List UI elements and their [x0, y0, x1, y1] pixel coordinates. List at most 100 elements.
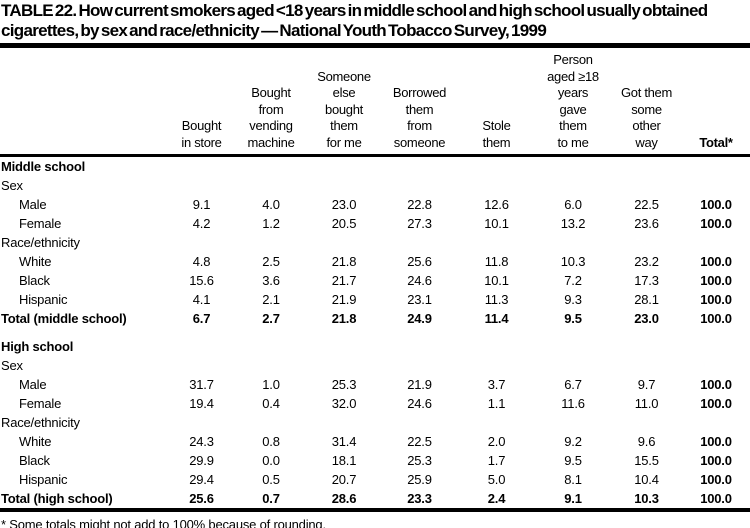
value-cell — [682, 233, 750, 252]
value-cell — [535, 356, 611, 375]
value-cell — [235, 156, 307, 177]
value-cell: 11.8 — [484, 254, 509, 269]
value-cell — [381, 356, 458, 375]
value-cell — [682, 413, 750, 432]
table-row: White 4.8 2.5 21.8 25.6 11.8 10.3 23.2 100.0 — [0, 252, 750, 271]
value-cell: 27.3 — [407, 216, 432, 231]
value-cell: 23.3 — [407, 491, 432, 506]
value-cell — [611, 413, 682, 432]
value-cell: 11.0 — [634, 396, 659, 411]
table-row: Race/ethnicity — [0, 233, 750, 252]
value-cell — [307, 156, 381, 177]
table-row: Hispanic 29.4 0.5 20.7 25.9 5.0 8.1 10.4 100.0 — [0, 470, 750, 489]
value-cell: 10.4 — [634, 472, 659, 487]
row-label: White — [19, 254, 52, 269]
value-cell: 3.7 — [487, 377, 506, 392]
survey-table: Bought in store Bought from vending machi… — [0, 48, 750, 512]
value-cell: 20.7 — [331, 472, 357, 487]
value-cell — [535, 413, 611, 432]
table-row: Middle school — [0, 156, 750, 177]
row-label: Race/ethnicity — [1, 415, 80, 430]
value-cell: 12.6 — [484, 197, 509, 212]
value-cell — [235, 356, 307, 375]
value-cell: 9.6 — [637, 434, 656, 449]
value-cell — [611, 356, 682, 375]
value-cell: 13.2 — [560, 216, 586, 231]
value-cell: 24.6 — [407, 273, 432, 288]
value-cell: 31.7 — [189, 377, 214, 392]
value-cell — [682, 176, 750, 195]
value-cell — [682, 337, 750, 356]
value-cell: 25.3 — [331, 377, 357, 392]
table-row: Race/ethnicity — [0, 413, 750, 432]
column-header: Bought in store — [181, 118, 222, 150]
header-row: Bought in store Bought from vending machi… — [0, 48, 750, 156]
value-cell — [682, 156, 750, 177]
value-cell: 8.1 — [564, 472, 582, 487]
value-cell: 18.1 — [331, 453, 357, 468]
value-cell: 23.6 — [634, 216, 659, 231]
value-cell — [307, 337, 381, 356]
column-header: Bought from vending machine — [247, 85, 295, 150]
table-row: Black 29.9 0.0 18.1 25.3 1.7 9.5 15.5 100.0 — [0, 451, 750, 470]
row-label: Total (middle school) — [1, 311, 127, 326]
value-cell — [458, 413, 535, 432]
value-cell: 15.6 — [189, 273, 214, 288]
value-cell: 0.8 — [262, 434, 280, 449]
table-row: Female 4.2 1.2 20.5 27.3 10.1 13.2 23.6 100.0 — [0, 214, 750, 233]
value-cell — [535, 233, 611, 252]
value-cell: 100.0 — [700, 491, 732, 506]
value-cell: 9.5 — [564, 311, 582, 326]
value-cell — [611, 156, 682, 177]
value-cell: 10.3 — [560, 254, 586, 269]
value-cell: 11.4 — [484, 311, 509, 326]
value-cell: 19.4 — [189, 396, 214, 411]
column-header: Someone else bought them for me — [317, 68, 371, 150]
value-cell: 3.6 — [262, 273, 280, 288]
value-cell: 100.0 — [700, 472, 732, 487]
row-label: Black — [19, 273, 50, 288]
value-cell: 4.1 — [192, 292, 211, 307]
table-row: White 24.3 0.8 31.4 22.5 2.0 9.2 9.6 100.0 — [0, 432, 750, 451]
value-cell: 100.0 — [700, 197, 732, 212]
value-cell: 9.1 — [564, 491, 582, 506]
value-cell — [611, 337, 682, 356]
value-cell — [235, 337, 307, 356]
value-cell: 100.0 — [700, 292, 732, 307]
value-cell: 100.0 — [700, 254, 732, 269]
value-cell: 4.8 — [192, 254, 211, 269]
value-cell: 9.5 — [564, 453, 582, 468]
value-cell: 9.7 — [637, 377, 656, 392]
value-cell: 6.0 — [564, 197, 582, 212]
value-cell: 1.7 — [487, 453, 506, 468]
value-cell — [535, 176, 611, 195]
value-cell: 2.5 — [262, 254, 280, 269]
value-cell: 6.7 — [192, 311, 211, 326]
value-cell — [168, 413, 235, 432]
value-cell — [168, 176, 235, 195]
row-label: Total (high school) — [1, 491, 113, 506]
value-cell — [235, 233, 307, 252]
value-cell: 24.3 — [189, 434, 214, 449]
value-cell: 28.6 — [331, 491, 357, 506]
column-header: Total* — [699, 134, 733, 150]
value-cell — [682, 356, 750, 375]
value-cell — [307, 176, 381, 195]
value-cell — [381, 156, 458, 177]
row-label: Sex — [1, 178, 23, 193]
value-cell: 7.2 — [564, 273, 582, 288]
row-label: Middle school — [1, 159, 86, 174]
value-cell: 25.3 — [407, 453, 432, 468]
row-label: Hispanic — [19, 292, 68, 307]
value-cell: 4.0 — [262, 197, 280, 212]
value-cell: 23.1 — [407, 292, 432, 307]
table-row: Sex — [0, 176, 750, 195]
value-cell: 23.2 — [634, 254, 659, 269]
value-cell: 21.9 — [407, 377, 432, 392]
value-cell: 10.1 — [484, 216, 509, 231]
row-label: Male — [19, 197, 47, 212]
value-cell — [458, 337, 535, 356]
value-cell: 17.3 — [634, 273, 659, 288]
value-cell: 0.7 — [262, 491, 280, 506]
